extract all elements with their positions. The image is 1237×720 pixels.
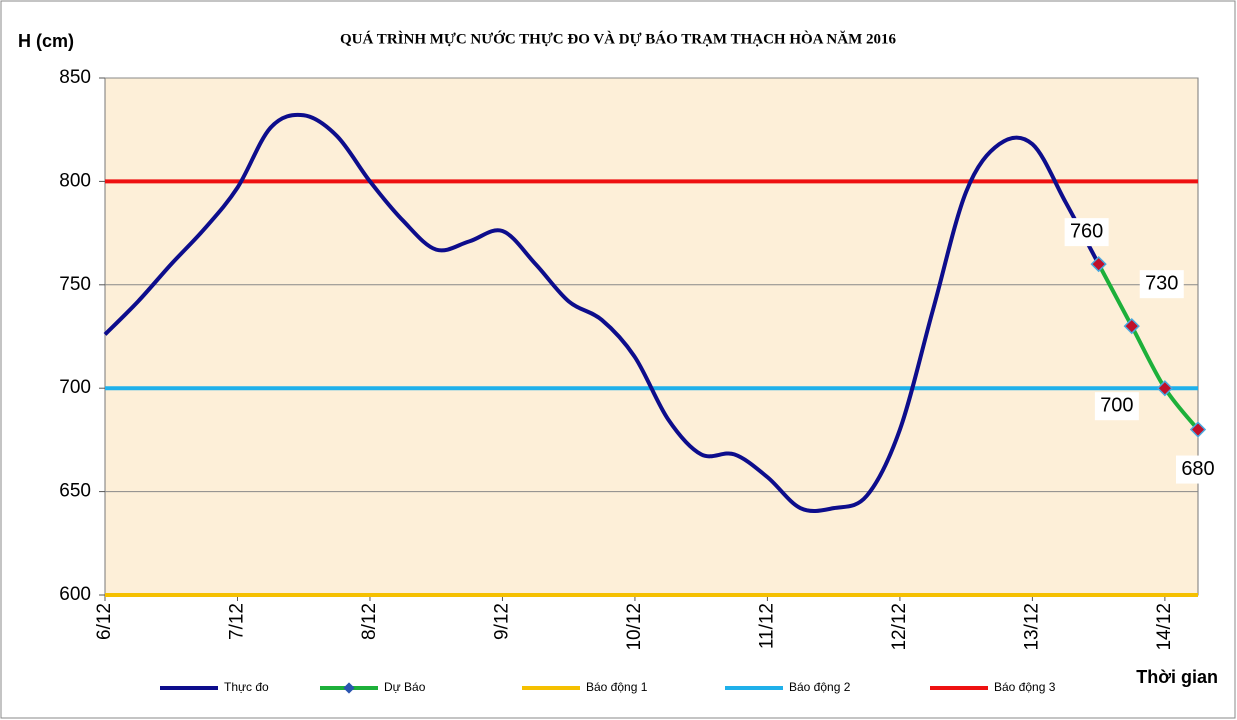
y-tick-label: 700 xyxy=(59,377,91,398)
plot-area xyxy=(104,77,1199,596)
y-tick-label: 800 xyxy=(59,170,91,191)
data-label-bg xyxy=(1094,392,1139,421)
data-label-bg xyxy=(1176,455,1220,484)
marker xyxy=(1189,421,1207,438)
legend-label: Báo động 2 xyxy=(789,680,851,694)
chart-title: QUÁ TRÌNH MỰC NƯỚC THỰC ĐO VÀ DỰ BÁO TRẠ… xyxy=(340,30,896,47)
marker xyxy=(1090,255,1107,273)
series-line xyxy=(103,112,1101,513)
y-tick-label: 750 xyxy=(59,274,91,295)
data-label: 760 xyxy=(1070,220,1103,242)
y-tick-label: 600 xyxy=(59,584,91,605)
x-tick-label: 13/12 xyxy=(1021,603,1042,651)
legend-label: Báo động 3 xyxy=(994,680,1056,694)
marker xyxy=(1123,318,1140,335)
x-tick-label: 6/12 xyxy=(94,603,115,640)
data-label: 730 xyxy=(1145,272,1178,294)
legend-item: Báo động 3 xyxy=(930,680,1056,694)
legend-label: Thực đo xyxy=(224,680,269,694)
legend-item: Thực đo xyxy=(160,680,269,694)
legend-label: Dự Báo xyxy=(384,680,426,694)
y-axis-label: H (cm) xyxy=(18,31,74,51)
legend-label: Báo động 1 xyxy=(586,680,648,694)
x-tick-label: 8/12 xyxy=(359,603,380,640)
legend-item: Báo động 2 xyxy=(725,680,851,694)
y-tick-label: 850 xyxy=(59,67,91,88)
x-tick-label: 11/12 xyxy=(756,603,777,649)
legend-item: Báo động 1 xyxy=(522,680,648,694)
marker xyxy=(1156,380,1174,397)
series-line xyxy=(1096,263,1200,431)
x-tick-label: 12/12 xyxy=(889,603,910,651)
x-axis-label: Thời gian xyxy=(1136,667,1218,687)
data-label: 700 xyxy=(1100,394,1133,416)
legend-marker xyxy=(343,682,355,694)
y-tick-label: 650 xyxy=(59,481,91,502)
data-label: 680 xyxy=(1181,458,1214,480)
x-tick-label: 7/12 xyxy=(227,603,248,640)
legend-item: Dự Báo xyxy=(320,680,426,694)
x-tick-label: 9/12 xyxy=(491,603,512,640)
x-tick-label: 14/12 xyxy=(1154,603,1175,651)
x-tick-label: 10/12 xyxy=(624,603,645,651)
data-label-bg xyxy=(1139,270,1184,299)
data-label-bg xyxy=(1064,218,1109,247)
